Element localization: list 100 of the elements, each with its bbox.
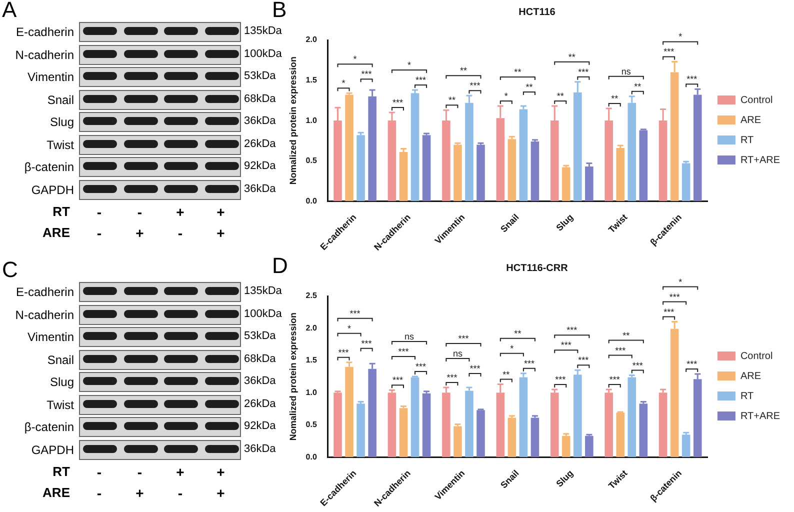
category-label: 36kDa: [244, 442, 276, 454]
text: +: [216, 204, 226, 220]
bar: [399, 408, 408, 458]
annotation: **: [634, 81, 642, 92]
bar: [530, 418, 540, 458]
y-tick-label: 1.0: [306, 388, 318, 397]
annotation: ***: [416, 362, 427, 372]
annotation: ***: [632, 360, 644, 370]
bar: [562, 436, 570, 458]
annotation: ***: [361, 338, 372, 348]
text: A: [2, 0, 17, 22]
y-tick-label: 0.0: [306, 196, 318, 206]
bar: [454, 426, 462, 458]
annotation: ***: [555, 374, 566, 384]
bar: [476, 144, 485, 202]
category-label: Snail: [47, 92, 74, 106]
annotation: ***: [350, 308, 361, 318]
y-tick-label: 0.5: [306, 156, 318, 166]
bar: [356, 135, 365, 202]
text: -: [96, 464, 103, 480]
category-label: N-cadherin: [15, 308, 74, 322]
text: +: [175, 204, 186, 220]
category-label: 100kDa: [244, 308, 282, 320]
bar: [334, 392, 342, 458]
annotation: **: [568, 52, 576, 62]
category-label: Vimentin: [28, 70, 74, 84]
category-label: 68kDa: [244, 92, 276, 104]
category-label: N-cadherin: [15, 48, 74, 62]
annotation: ***: [664, 46, 675, 57]
bar: [476, 410, 485, 458]
bar: [388, 392, 396, 458]
bar: [465, 390, 474, 458]
category-label: 26kDa: [244, 398, 276, 410]
category-label: Slug: [50, 115, 74, 129]
category-label: 135kDa: [244, 285, 282, 297]
annotation: ns: [404, 332, 414, 342]
bar: [356, 404, 365, 458]
category-label: GAPDH: [31, 442, 74, 456]
text: -: [136, 204, 144, 220]
category-label: Twist: [46, 398, 74, 412]
text: -: [176, 225, 184, 241]
category-label: 26kDa: [244, 138, 276, 150]
text: C: [2, 257, 18, 282]
text: -: [96, 485, 103, 501]
annotation: ***: [398, 346, 410, 357]
text: +: [134, 485, 145, 501]
annotation: ***: [669, 292, 680, 302]
bar: [604, 392, 613, 458]
bar: [508, 418, 516, 458]
category-label: 68kDa: [244, 352, 276, 364]
text: +: [134, 225, 145, 241]
y-tick-label: 1.5: [306, 356, 318, 365]
annotation: ***: [392, 97, 404, 108]
annotation: ns: [452, 348, 463, 358]
annotation: *: [678, 32, 683, 42]
bar: [399, 152, 408, 202]
category-label: Snail: [47, 352, 74, 366]
text: +: [216, 485, 226, 501]
annotation: *: [504, 91, 508, 102]
annotation: *: [510, 343, 514, 354]
annotation: **: [622, 330, 630, 340]
annotation: **: [514, 328, 522, 338]
chart-title: HCT116: [518, 6, 556, 18]
annotation: ns: [621, 66, 632, 76]
bar: [550, 392, 559, 458]
category-label: 53kDa: [244, 70, 276, 82]
bar: [639, 404, 648, 458]
bar: [628, 377, 636, 458]
bar: [585, 436, 594, 458]
legend-label: Control: [740, 350, 773, 362]
annotation: ***: [470, 80, 481, 91]
annotation: *: [353, 54, 358, 64]
annotation: ***: [446, 372, 458, 382]
category-label: β-catenin: [24, 420, 74, 434]
annotation: ***: [524, 358, 535, 368]
chart-title: HCT116-CRR: [506, 262, 569, 274]
text: -: [96, 204, 103, 220]
text: *: [678, 276, 683, 287]
annotation: ***: [609, 374, 620, 384]
annotation: ***: [615, 345, 626, 356]
annotation: ***: [361, 69, 372, 80]
bar: [585, 166, 594, 202]
bar: [682, 163, 690, 202]
category-label: 92kDa: [244, 160, 276, 172]
bar: [562, 167, 570, 202]
annotation: **: [448, 95, 456, 106]
annotation: ***: [578, 66, 590, 77]
annotation: ***: [686, 74, 698, 84]
text: RT: [52, 464, 70, 479]
annotation: ***: [392, 375, 404, 386]
legend-label: RT+ARE: [740, 410, 780, 422]
bar: [422, 135, 431, 202]
legend-label: ARE: [740, 114, 762, 126]
text: -: [136, 464, 144, 480]
bar: [658, 392, 668, 458]
annotation: **: [526, 82, 534, 92]
bar: [508, 139, 516, 202]
annotation: *: [342, 78, 346, 88]
bar: [454, 144, 462, 202]
category-label: 36kDa: [244, 182, 276, 194]
